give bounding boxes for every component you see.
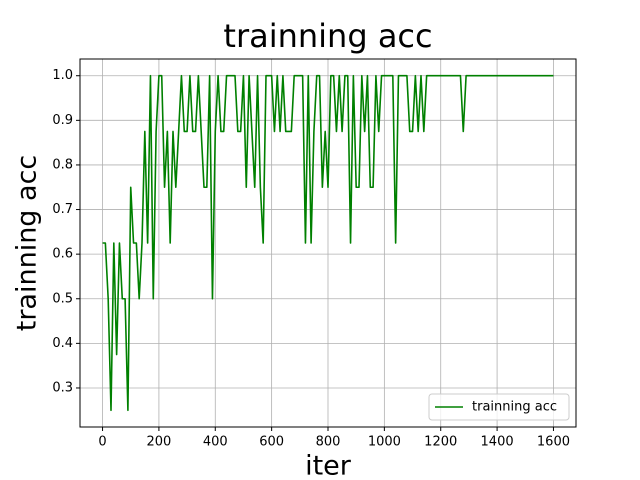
y-tick-label: 0.6: [52, 247, 73, 262]
plot-frame: [79, 58, 577, 428]
y-tick-label: 0.9: [52, 113, 73, 128]
x-tick-label: 400: [203, 435, 228, 450]
y-tick-label: 0.8: [52, 157, 73, 172]
y-tick-label: 1.0: [52, 68, 73, 83]
y-tick-label: 0.5: [52, 291, 73, 306]
x-tick-label: 600: [259, 435, 284, 450]
y-tick-label: 0.4: [52, 336, 73, 351]
x-tick-label: 1000: [368, 435, 401, 450]
x-tick-label: 1400: [481, 435, 514, 450]
x-tick-label: 200: [146, 435, 171, 450]
chart-title: trainning acc: [223, 17, 432, 55]
x-tick-label: 1200: [424, 435, 457, 450]
legend-box: [428, 393, 570, 421]
x-tick-label: 800: [316, 435, 341, 450]
y-tick-label: 0.3: [52, 380, 73, 395]
y-tick-label: 0.7: [52, 202, 73, 217]
x-axis-label: iter: [305, 451, 352, 480]
y-axis-label: trainning acc: [12, 155, 43, 332]
data-line: [102, 74, 554, 412]
x-tick-label: 0: [98, 435, 106, 450]
x-tick-label: 1600: [537, 435, 570, 450]
legend-label: trainning acc: [472, 400, 557, 415]
